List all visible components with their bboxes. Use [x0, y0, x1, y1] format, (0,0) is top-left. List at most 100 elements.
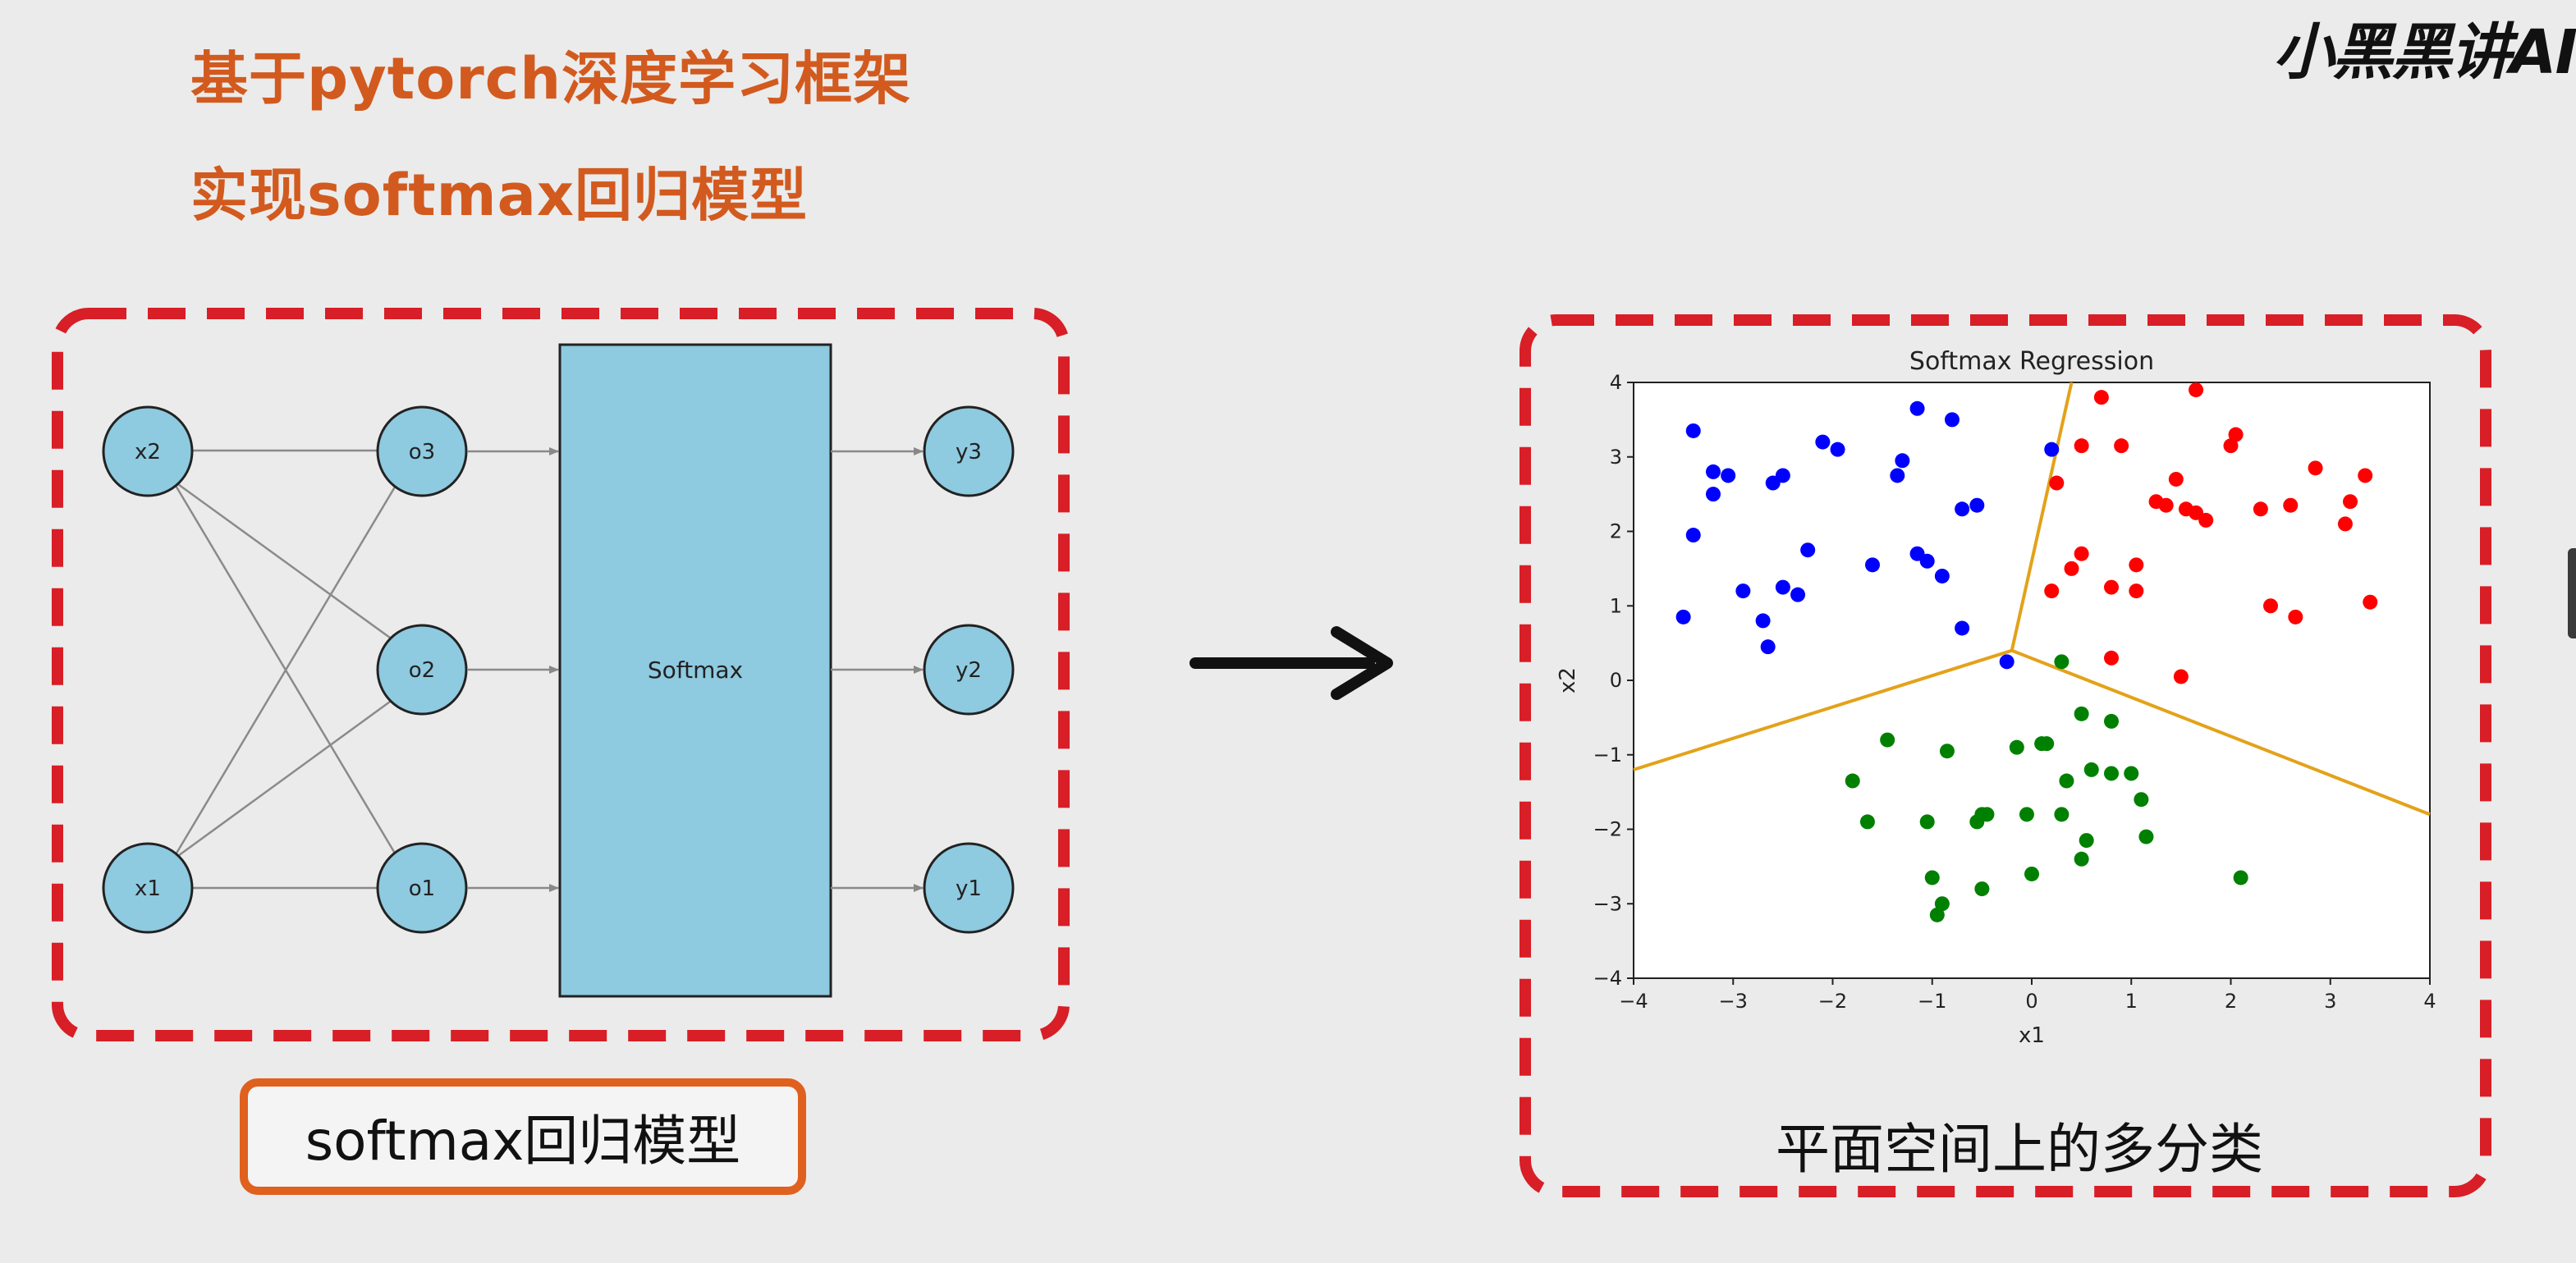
node-x2 [102, 405, 194, 497]
scatter-point-series-1 [2253, 501, 2268, 517]
scatter-point-series-0 [1934, 568, 1950, 583]
scatter-point-series-0 [1721, 468, 1736, 483]
y-tick-label: −3 [1593, 892, 1622, 915]
scatter-point-series-1 [2104, 579, 2119, 595]
scatter-point-series-0 [1735, 583, 1751, 599]
scatter-point-series-0 [2044, 442, 2060, 457]
scatter-point-series-2 [2134, 792, 2149, 808]
x-tick-label: 3 [2324, 990, 2336, 1013]
node-o2 [376, 624, 468, 716]
scatter-point-series-0 [1999, 654, 2015, 670]
scatter-point-series-0 [1830, 442, 1845, 457]
y-axis-label: x2 [1556, 667, 1580, 693]
scatter-point-series-1 [2114, 438, 2129, 454]
scatter-point-series-2 [2138, 829, 2154, 844]
scatter-point-series-2 [1880, 732, 1895, 748]
scatter-point-series-2 [1845, 773, 1860, 789]
node-x2-label: x2 [135, 440, 161, 464]
scatter-point-series-0 [1955, 620, 1970, 636]
right-panel-border [1519, 314, 2491, 1197]
node-y3 [923, 405, 1015, 497]
scatter-point-series-0 [1775, 579, 1790, 595]
edges-to-softmax [468, 447, 559, 892]
scatter-point-series-1 [2223, 438, 2239, 454]
scatter-point-series-1 [2074, 438, 2089, 454]
scatter-point-series-1 [2044, 583, 2060, 599]
node-y2 [923, 624, 1015, 716]
scatter-point-series-2 [2054, 807, 2070, 822]
scatter-point-series-0 [1895, 453, 1910, 469]
scatter-point-series-0 [1685, 528, 1701, 543]
right-caption: 平面空间上的多分类 [1776, 1118, 2263, 1181]
network-edges [171, 449, 401, 890]
softmax-block [558, 343, 832, 998]
scatter-point-series-1 [2158, 497, 2174, 513]
decision-boundary-line [1633, 648, 2013, 771]
x-tick-label: 2 [2225, 990, 2237, 1013]
node-o3-label: o3 [409, 440, 435, 464]
y-tick-label: 4 [1610, 371, 1622, 394]
scatter-point-series-0 [1790, 587, 1806, 602]
side-handle[interactable] [2568, 548, 2576, 638]
scatter-point-series-0 [1760, 639, 1776, 655]
left-panel-border [52, 308, 1070, 1041]
scatter-point-series-1 [2104, 650, 2119, 666]
scatter-point-series-1 [2358, 468, 2373, 483]
scatter-point-series-2 [1859, 814, 1875, 830]
scatter-point-series-1 [2228, 427, 2244, 442]
scatter-point-series-2 [2024, 866, 2039, 881]
y-tick-label: 1 [1610, 594, 1622, 617]
node-x1-label: x1 [135, 876, 161, 901]
scatter-point-series-0 [1919, 553, 1935, 569]
scatter-point-series-1 [2049, 475, 2065, 491]
scatter-point-series-1 [2308, 460, 2323, 476]
x-tick-label: 4 [2423, 990, 2436, 1013]
scatter-point-series-2 [2019, 807, 2034, 822]
scatter-point-series-0 [1945, 412, 1960, 428]
y-tick-label: −1 [1593, 744, 1622, 766]
scatter-point-series-2 [2233, 870, 2248, 885]
scatter-point-series-2 [2054, 654, 2070, 670]
node-o1-label: o1 [409, 876, 435, 901]
scatter-point-series-1 [2343, 494, 2358, 510]
scatter-point-series-2 [2059, 773, 2074, 789]
scatter-point-series-0 [1815, 434, 1831, 450]
y-tick-label: 2 [1610, 520, 1622, 543]
page-title-line1: 基于pytorch深度学习框架 [190, 45, 912, 112]
scatter-point-series-2 [2074, 851, 2089, 867]
transition-arrow [1189, 626, 1393, 700]
scatter-point-series-1 [2129, 557, 2144, 573]
node-o3 [376, 405, 468, 497]
scatter-point-series-1 [2093, 390, 2109, 405]
chart-title: Softmax Regression [1909, 347, 2154, 376]
x-tick-label: −3 [1719, 990, 1748, 1013]
brand-logo: 小黑黑讲AI [2273, 17, 2576, 88]
scatter-point-series-2 [2104, 713, 2119, 729]
scatter-point-series-0 [1969, 497, 1985, 513]
y-tick-label: −4 [1593, 967, 1622, 990]
scatter-point-series-0 [1675, 609, 1691, 625]
scatter-point-series-1 [2129, 583, 2144, 599]
scatter-point-series-2 [2104, 766, 2119, 781]
scatter-point-series-0 [1890, 468, 1905, 483]
node-o1 [376, 842, 468, 934]
scatter-point-series-2 [2124, 766, 2139, 781]
scatter-point-series-1 [2288, 609, 2303, 625]
scatter-point-series-1 [2168, 471, 2184, 487]
scatter-point-series-2 [2039, 736, 2055, 752]
node-y1-label: y1 [956, 876, 982, 901]
node-y1 [923, 842, 1015, 934]
scatter-point-series-1 [2263, 598, 2278, 614]
scatter-point-series-0 [1706, 464, 1721, 479]
x-axis-label: x1 [2019, 1023, 2045, 1048]
scatter-point-series-1 [2198, 512, 2214, 528]
scatter-point-series-0 [1865, 557, 1880, 573]
page-title-line2: 实现softmax回归模型 [190, 162, 808, 229]
scatter-point-series-1 [2173, 669, 2189, 684]
scatter-point-series-0 [1775, 468, 1790, 483]
edges-to-outputs [831, 447, 924, 892]
scatter-point-series-2 [2009, 739, 2024, 755]
softmax-label: Softmax [648, 657, 743, 684]
x-tick-label: −4 [1619, 990, 1648, 1013]
scatter-point-series-1 [2283, 497, 2299, 513]
